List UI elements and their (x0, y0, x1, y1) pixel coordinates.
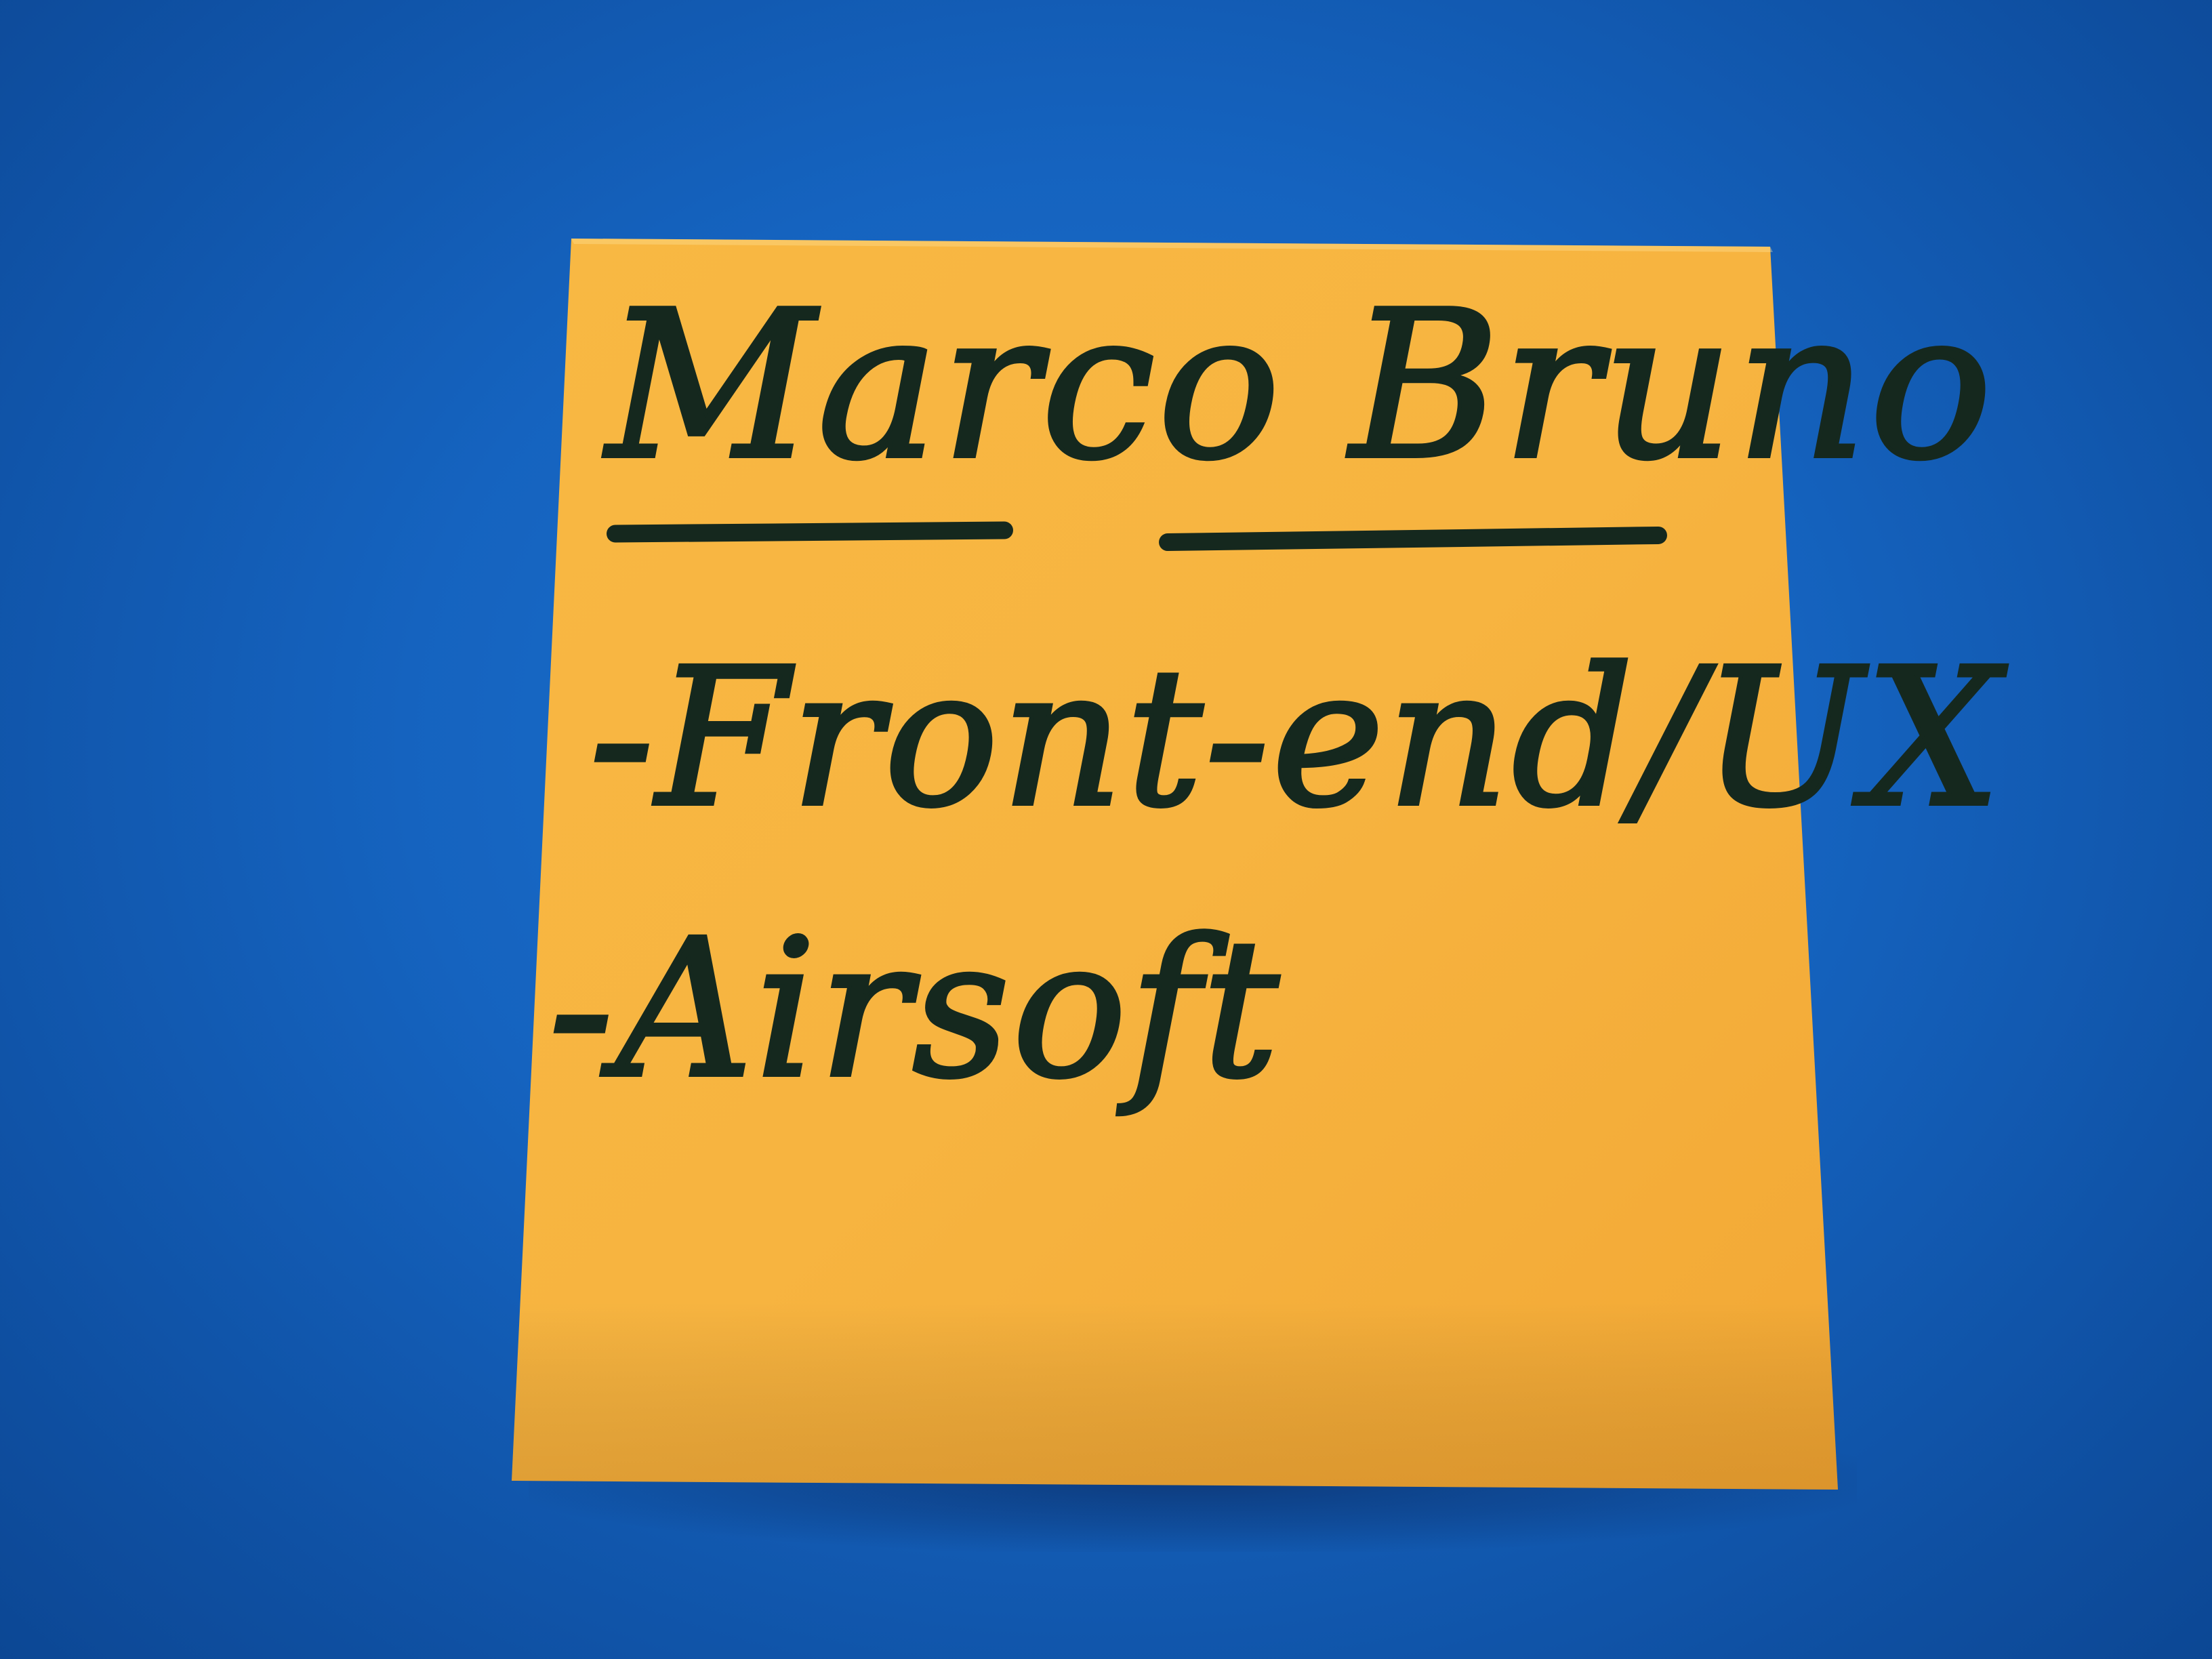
note-item-airsoft: -Airsoft (547, 897, 1282, 1122)
note-item-front-end: -Front-end/UX (588, 626, 2003, 851)
note-name: Marco Bruno (605, 266, 1995, 506)
name-underline-first (606, 521, 1014, 543)
